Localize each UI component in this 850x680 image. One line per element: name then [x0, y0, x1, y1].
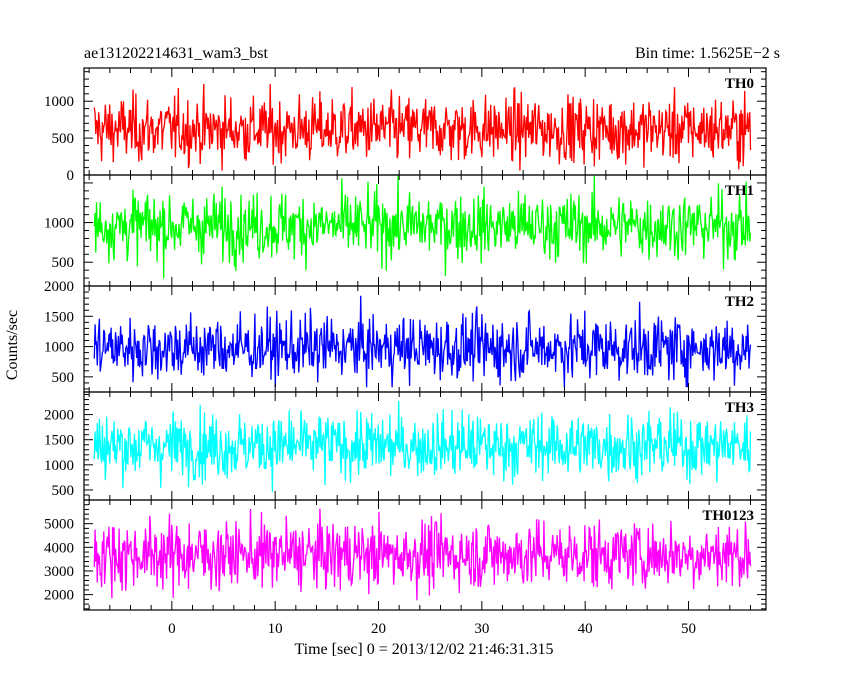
x-tick-label: 30 — [474, 621, 489, 637]
series-line-th1 — [93, 175, 752, 279]
panel-th0: 0 500 1000 TH0 — [44, 67, 767, 184]
y-tick-label: 1000 — [44, 216, 74, 232]
y-tick-label: 1500 — [44, 433, 74, 449]
x-axis-label: Time [sec] 0 = 2013/12/02 21:46:31.315 — [294, 641, 553, 658]
y-tick-label: 5000 — [44, 517, 74, 533]
chart-title-right: Bin time: 1.5625E−2 s — [635, 45, 780, 62]
panel-th1: 500 1000 TH1 — [44, 174, 767, 287]
x-tick-label: 10 — [268, 621, 283, 637]
x-tick-label: 50 — [681, 621, 696, 637]
y-tick-label: 500 — [52, 483, 75, 499]
series-line-th3 — [93, 400, 752, 493]
panel-label-th0123: TH0123 — [702, 508, 754, 524]
panel-label-th2: TH2 — [725, 294, 754, 310]
y-tick-label: 2000 — [44, 408, 74, 424]
panel-th3: 500 1000 1500 2000 TH3 — [44, 391, 767, 501]
y-tick-label: 500 — [52, 370, 75, 386]
series-line-th0123 — [93, 508, 752, 601]
x-tick-label: 0 — [168, 621, 176, 637]
series-line-th0 — [93, 83, 752, 171]
panel-label-th3: TH3 — [725, 400, 754, 416]
y-axis-label: Counts/sec — [4, 310, 21, 380]
x-tick-label: 40 — [578, 621, 593, 637]
panel-th2: 500 1000 1500 2000 TH2 — [44, 279, 767, 393]
y-tick-label: 2000 — [44, 588, 74, 604]
panels-layer: 05001000TH05001000TH1500100015002000TH25… — [44, 67, 767, 637]
y-tick-label: 1000 — [44, 94, 74, 110]
y-tick-label: 500 — [52, 131, 75, 147]
y-tick-label: 4000 — [44, 540, 74, 556]
y-tick-label: 1000 — [44, 340, 74, 356]
chart-title-left: ae131202214631_wam3_bst — [84, 45, 269, 62]
series-line-th2 — [93, 295, 752, 388]
panel-label-th1: TH1 — [725, 183, 754, 199]
y-tick-label: 3000 — [44, 564, 74, 580]
y-tick-label: 2000 — [44, 279, 74, 295]
panel-th0123: 2000 3000 4000 5000 TH0123 — [44, 499, 767, 611]
x-tick-label: 20 — [371, 621, 386, 637]
y-tick-label: 0 — [67, 168, 75, 184]
y-tick-label: 1500 — [44, 309, 74, 325]
y-tick-label: 1000 — [44, 458, 74, 474]
panel-frame-th0123 — [83, 499, 767, 611]
panel-label-th0: TH0 — [725, 76, 754, 92]
y-tick-label: 500 — [52, 255, 75, 271]
